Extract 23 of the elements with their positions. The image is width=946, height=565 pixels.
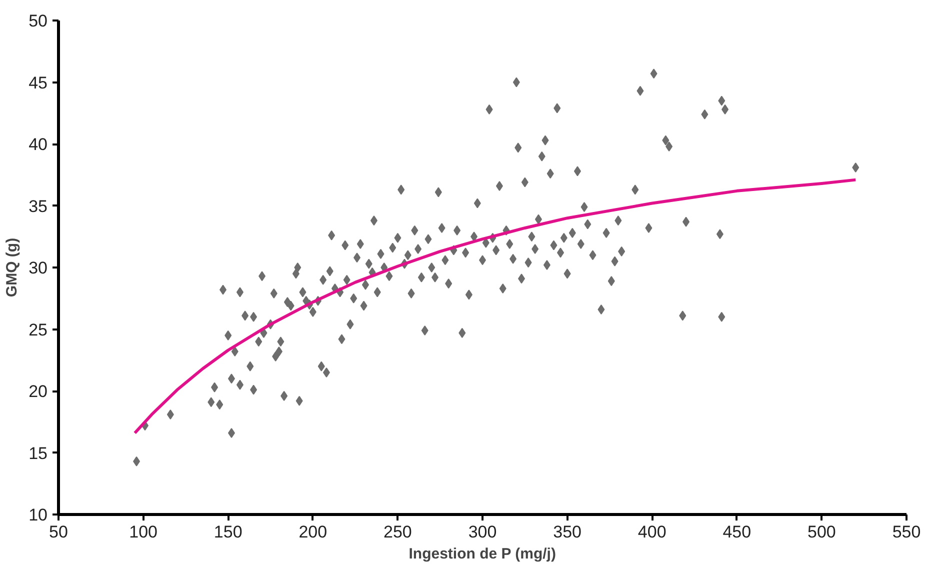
x-axis-title: Ingestion de P (mg/j) bbox=[408, 546, 556, 562]
line-series bbox=[133, 178, 858, 434]
x-tick-label: 150 bbox=[214, 522, 242, 542]
y-tick-label: 45 bbox=[28, 73, 48, 92]
y-tick-label: 20 bbox=[28, 382, 48, 401]
y-tick-label: 15 bbox=[28, 444, 48, 463]
x-tick-label: 500 bbox=[808, 522, 836, 542]
y-tick-label: 35 bbox=[28, 196, 48, 216]
y-tick-label: 10 bbox=[28, 506, 48, 524]
x-tick-label: 300 bbox=[468, 522, 497, 542]
y-axis-title: GMQ (g) bbox=[4, 238, 21, 298]
x-tick-label: 450 bbox=[722, 522, 752, 542]
x-tick-label: 350 bbox=[553, 522, 582, 542]
x-tick-label: 100 bbox=[129, 522, 158, 542]
y-tick-label: 40 bbox=[28, 135, 48, 154]
x-tick-label: 400 bbox=[638, 522, 666, 542]
x-tick-label: 550 bbox=[892, 522, 921, 542]
x-tick-label: 50 bbox=[49, 522, 68, 542]
y-tick-label: 50 bbox=[28, 12, 48, 30]
y-tick-label: 25 bbox=[28, 320, 48, 340]
x-tick-label: 250 bbox=[384, 522, 412, 542]
y-tick-label: 30 bbox=[28, 258, 48, 278]
x-tick-label: 200 bbox=[298, 522, 328, 542]
